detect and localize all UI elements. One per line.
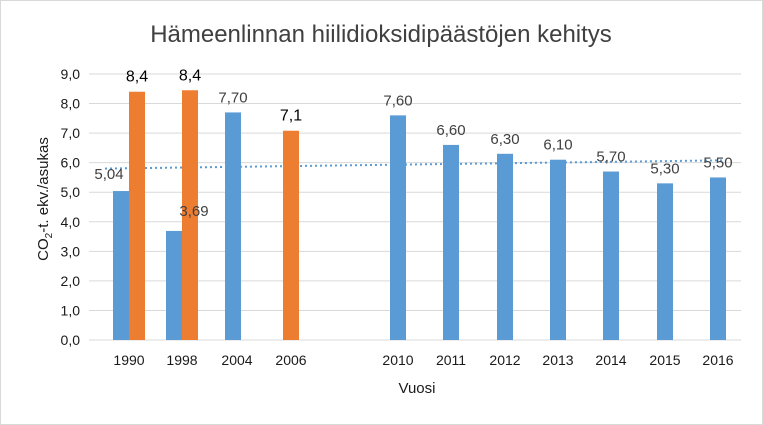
y-tick-label: 2,0 bbox=[61, 273, 81, 289]
bar-series-1 bbox=[113, 191, 129, 340]
x-tick-label: 2016 bbox=[702, 352, 733, 368]
y-tick-label: 4,0 bbox=[61, 214, 81, 230]
data-labels: 5,04 8,4 3,69 8,4 7,70 7,1 7,60 6,60 6,30 6,10 5,7… bbox=[94, 67, 732, 220]
y-axis-title: CO2-t. ekv./asukas bbox=[35, 137, 55, 261]
y-axis-title-rest: -t. ekv./asukas bbox=[35, 137, 52, 233]
y-tick-label: 9,0 bbox=[61, 66, 81, 82]
data-label-series-2: 7,1 bbox=[280, 108, 302, 125]
bar-series-1 bbox=[390, 115, 406, 340]
data-label-series-2: 8,4 bbox=[126, 69, 148, 86]
data-label-series-1: 7,60 bbox=[383, 92, 412, 109]
data-label-series-1: 6,30 bbox=[490, 131, 519, 148]
data-label-series-1: 5,04 bbox=[94, 166, 123, 183]
x-axis-ticks: 1990 1998 2004 2006 2010 2011 2012 2013 2014 2015… bbox=[113, 352, 733, 368]
x-tick-label: 2010 bbox=[382, 352, 413, 368]
data-label-series-1: 6,60 bbox=[436, 122, 465, 139]
data-label-series-1: 7,70 bbox=[218, 89, 247, 106]
y-axis-ticks: 0,0 1,0 2,0 3,0 4,0 5,0 6,0 7,0 8,0 9,0 bbox=[61, 66, 81, 348]
bar-series-1 bbox=[603, 171, 619, 340]
x-tick-label: 2012 bbox=[489, 352, 520, 368]
bar-series-1 bbox=[443, 144, 459, 340]
data-label-series-1: 5,30 bbox=[650, 160, 679, 177]
bar-series-2 bbox=[129, 91, 145, 340]
y-tick-label: 6,0 bbox=[61, 155, 81, 171]
y-axis-title-main: CO bbox=[35, 238, 52, 261]
bar-series-1 bbox=[166, 230, 182, 340]
bar-series-1 bbox=[657, 183, 673, 340]
trendline-layer bbox=[104, 159, 726, 170]
x-tick-label: 1990 bbox=[113, 352, 144, 368]
chart-title: Hämeenlinnan hiilidioksidipäästöjen kehi… bbox=[150, 21, 612, 48]
bar-series-1 bbox=[550, 159, 566, 340]
x-tick-label: 2013 bbox=[542, 352, 573, 368]
data-label-series-1: 3,69 bbox=[179, 203, 208, 220]
y-tick-label: 1,0 bbox=[61, 302, 81, 318]
y-tick-label: 3,0 bbox=[61, 243, 81, 259]
trendline bbox=[104, 159, 726, 170]
bar-series-1 bbox=[225, 112, 241, 340]
x-tick-label: 2004 bbox=[221, 352, 252, 368]
bars bbox=[113, 90, 726, 340]
x-tick-label: 1998 bbox=[166, 352, 197, 368]
y-tick-label: 8,0 bbox=[61, 96, 81, 112]
data-label-series-1: 5,70 bbox=[596, 149, 625, 166]
bar-series-2 bbox=[182, 90, 198, 340]
y-axis-title-subscript: 2 bbox=[44, 232, 55, 238]
y-tick-label: 0,0 bbox=[61, 332, 81, 348]
x-tick-label: 2006 bbox=[275, 352, 306, 368]
bar-series-1 bbox=[710, 177, 726, 340]
y-tick-label: 7,0 bbox=[61, 125, 81, 141]
x-tick-label: 2014 bbox=[595, 352, 626, 368]
x-tick-label: 2015 bbox=[649, 352, 680, 368]
y-tick-label: 5,0 bbox=[61, 184, 81, 200]
data-label-series-1: 6,10 bbox=[543, 137, 572, 154]
bar-series-2 bbox=[283, 130, 299, 340]
x-tick-label: 2011 bbox=[436, 352, 466, 368]
bar-series-1 bbox=[497, 153, 513, 340]
data-label-series-1: 5,50 bbox=[703, 154, 732, 171]
x-axis-title: Vuosi bbox=[399, 380, 436, 397]
data-label-series-2: 8,4 bbox=[179, 67, 201, 84]
